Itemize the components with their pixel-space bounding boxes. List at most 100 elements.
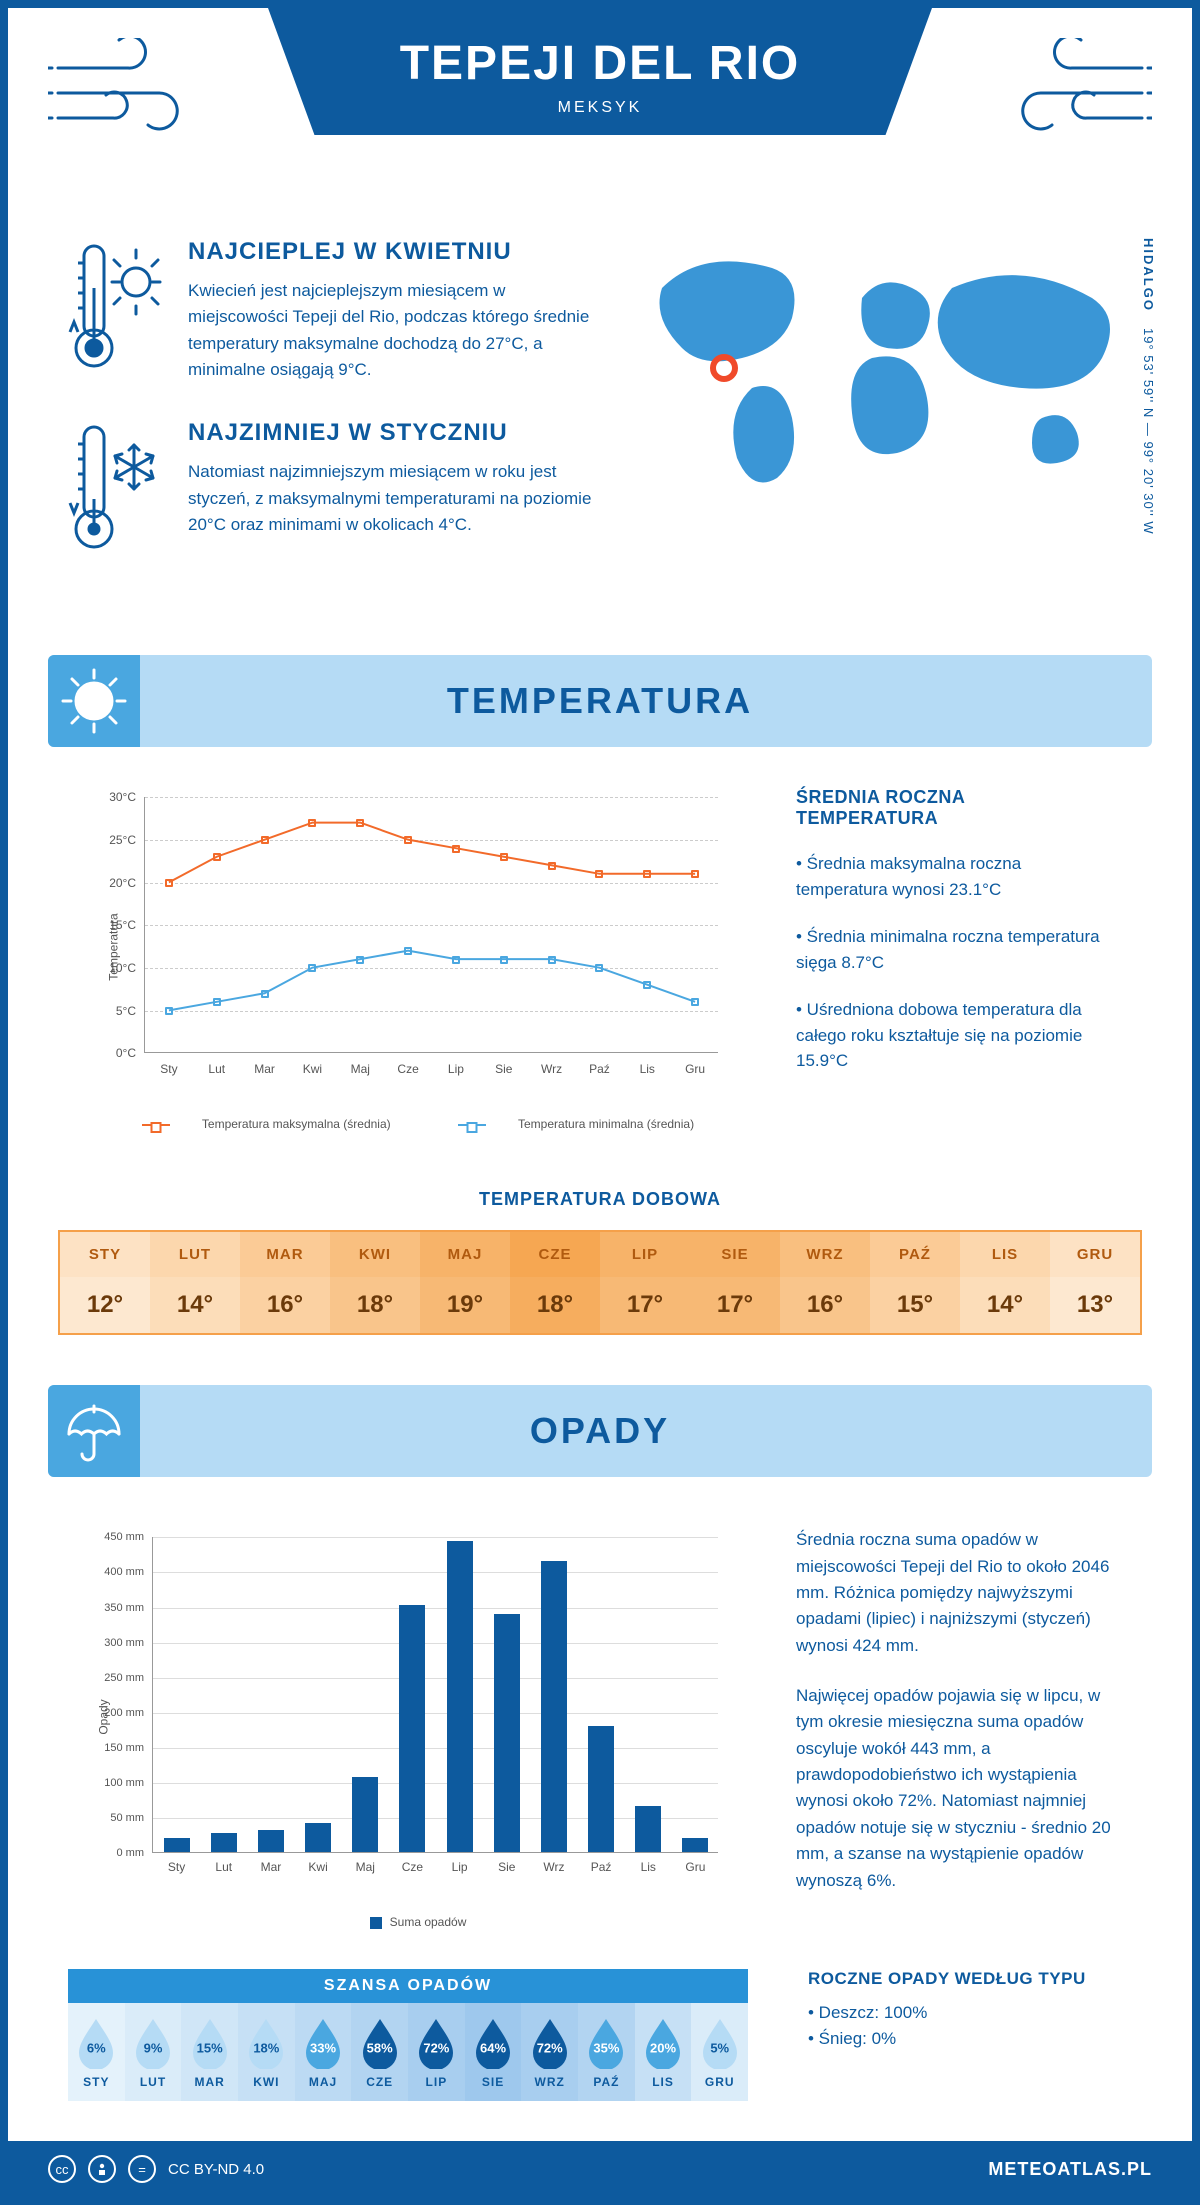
temp-ytick: 5°C (88, 1004, 136, 1018)
daily-temp-title: TEMPERATURA DOBOWA (8, 1189, 1192, 1210)
precip-xtick: Lis (641, 1860, 656, 1874)
precip-xtick: Sie (498, 1860, 515, 1874)
chance-cell: 58% CZE (351, 2003, 408, 2101)
chance-value: 58% (367, 2040, 393, 2055)
coords-label: 19° 53' 59'' N — 99° 20' 30'' W (1141, 328, 1156, 535)
precip-type-snow: • Śnieg: 0% (808, 2029, 1132, 2049)
daily-value: 17° (690, 1277, 780, 1333)
footer-license: cc = CC BY-ND 4.0 (48, 2155, 264, 2183)
intro-text-column: NAJCIEPLEJ W KWIETNIU Kwiecień jest najc… (68, 238, 592, 595)
region-label: HIDALGO (1141, 238, 1156, 312)
drop-icon: 58% (359, 2017, 401, 2069)
thermometer-snowflake-icon (68, 419, 164, 559)
daily-month: SIE (690, 1232, 780, 1277)
precip-xtick: Gru (685, 1860, 705, 1874)
precip-bar (211, 1833, 237, 1853)
daily-value: 18° (510, 1277, 600, 1333)
wind-icon-right (1002, 38, 1152, 153)
precip-title: OPADY (530, 1410, 670, 1452)
chance-cell: 72%LIP (408, 2003, 465, 2101)
precip-ytick: 150 mm (88, 1742, 144, 1754)
daily-value: 14° (150, 1277, 240, 1333)
temp-xtick: Sty (160, 1062, 177, 1076)
coldest-block: NAJZIMNIEJ W STYCZNIU Natomiast najzimni… (68, 419, 592, 559)
chance-value: 35% (593, 2040, 619, 2055)
footer-site: METEOATLAS.PL (988, 2159, 1152, 2180)
temp-xtick: Lip (448, 1062, 464, 1076)
precip-sidebar: Średnia roczna suma opadów w miejscowośc… (796, 1527, 1112, 1929)
chance-month: KWI (238, 2075, 295, 2089)
precip-bar (399, 1605, 425, 1852)
page: TEPEJI DEL RIO MEKSYK NAJCIEPLEJ W KWIET… (0, 0, 1200, 2205)
precip-ytick: 0 mm (88, 1847, 144, 1859)
precip-chart: Opady StyLutMarKwiMajCzeLipSieWrzPaźLisG… (88, 1527, 748, 1929)
chance-cell: 72%WRZ (521, 2003, 578, 2101)
drop-icon: 20% (642, 2017, 684, 2069)
chance-cell: 33%MAJ (295, 2003, 352, 2101)
temperature-title: TEMPERATURA (447, 680, 753, 722)
by-icon (88, 2155, 116, 2183)
chance-value: 5% (710, 2040, 729, 2055)
chance-month: WRZ (521, 2075, 578, 2089)
cc-icon: cc (48, 2155, 76, 2183)
intro-map-column: HIDALGO 19° 53' 59'' N — 99° 20' 30'' W (632, 238, 1132, 595)
daily-month: STY (60, 1232, 150, 1277)
precip-xtick: Maj (356, 1860, 375, 1874)
precip-xtick: Mar (261, 1860, 282, 1874)
temp-xtick: Paź (589, 1062, 610, 1076)
temperature-chart: Temperatura StyLutMarKwiMajCzeLipSieWrzP… (88, 787, 748, 1131)
precip-bar (447, 1541, 473, 1852)
temp-ytick: 30°C (88, 790, 136, 804)
daily-value: 14° (960, 1277, 1050, 1333)
chance-month: SIE (465, 2075, 522, 2089)
wind-icon-left (48, 38, 198, 153)
temp-xtick: Cze (397, 1062, 418, 1076)
chance-cell: 35%PAŹ (578, 2003, 635, 2101)
precip-ytick: 350 mm (88, 1602, 144, 1614)
license-text: CC BY-ND 4.0 (168, 2161, 264, 2178)
chance-month: CZE (351, 2075, 408, 2089)
chance-month: GRU (691, 2075, 748, 2089)
precip-bar (541, 1561, 567, 1852)
warmest-block: NAJCIEPLEJ W KWIETNIU Kwiecień jest najc… (68, 238, 592, 383)
drop-icon: 33% (302, 2017, 344, 2069)
footer: cc = CC BY-ND 4.0 METEOATLAS.PL (8, 2141, 1192, 2197)
precip-ytick: 450 mm (88, 1531, 144, 1543)
temp-ytick: 10°C (88, 961, 136, 975)
chance-month: LUT (125, 2075, 182, 2089)
precip-bar (588, 1726, 614, 1852)
chance-month: MAR (181, 2075, 238, 2089)
precip-xtick: Wrz (543, 1860, 564, 1874)
precip-row: Opady StyLutMarKwiMajCzeLipSieWrzPaźLisG… (8, 1507, 1192, 1959)
drop-icon: 64% (472, 2017, 514, 2069)
chance-cell: 18% KWI (238, 2003, 295, 2101)
precip-type-rain: • Deszcz: 100% (808, 2003, 1132, 2023)
daily-value: 15° (870, 1277, 960, 1333)
chance-value: 18% (253, 2040, 279, 2055)
chance-cell: 15% MAR (181, 2003, 238, 2101)
chance-cell: 20%LIS (635, 2003, 692, 2101)
precip-bar (635, 1806, 661, 1852)
chance-month: LIP (408, 2075, 465, 2089)
sun-icon (48, 655, 140, 747)
warmest-body: Kwiecień jest najcieplejszym miesiącem w… (188, 278, 592, 383)
daily-month: PAŹ (870, 1232, 960, 1277)
temperature-legend: Temperatura maksymalna (średnia) Tempera… (88, 1117, 748, 1131)
precip-ytick: 200 mm (88, 1707, 144, 1719)
coldest-body: Natomiast najzimniejszym miesiącem w rok… (188, 459, 592, 538)
thermometer-sun-icon (68, 238, 164, 378)
temp-xtick: Gru (685, 1062, 705, 1076)
daily-value: 17° (600, 1277, 690, 1333)
daily-month: CZE (510, 1232, 600, 1277)
daily-month: WRZ (780, 1232, 870, 1277)
drop-icon: 35% (585, 2017, 627, 2069)
precip-bar (305, 1823, 331, 1852)
umbrella-icon (48, 1385, 140, 1477)
temp-bullet-0: • Średnia maksymalna roczna temperatura … (796, 851, 1112, 902)
chance-value: 15% (197, 2040, 223, 2055)
header: TEPEJI DEL RIO MEKSYK (8, 8, 1192, 208)
precip-ytick: 300 mm (88, 1637, 144, 1649)
daily-value: 13° (1050, 1277, 1140, 1333)
chance-value: 9% (144, 2040, 163, 2055)
precip-legend: Suma opadów (88, 1915, 748, 1929)
